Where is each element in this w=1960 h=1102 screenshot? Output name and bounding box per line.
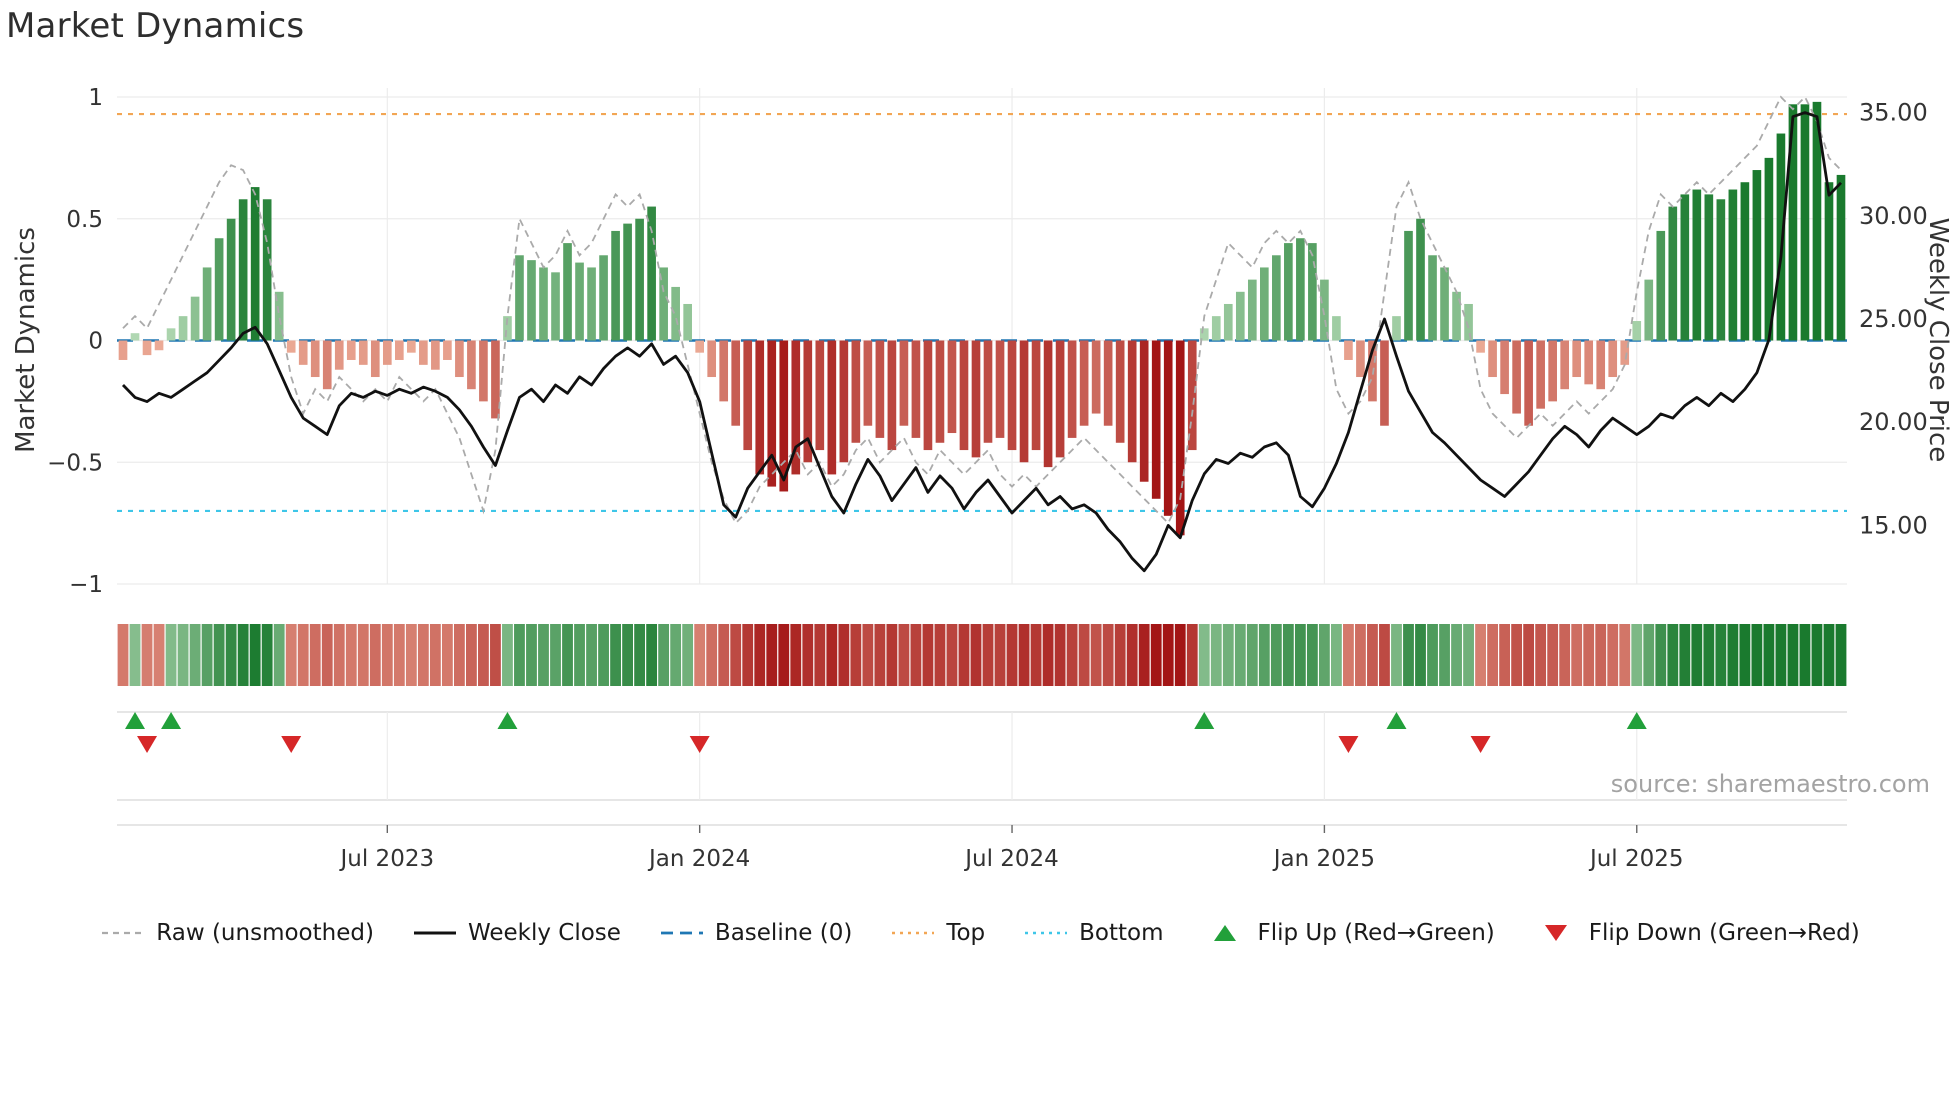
top-legend-icon	[892, 931, 935, 935]
weekly-close-legend-icon	[413, 931, 456, 935]
baseline-legend-icon	[660, 931, 703, 935]
flip-down-marker	[1470, 736, 1491, 753]
flip-up-marker	[1626, 712, 1647, 729]
legend-item-weekly-close: Weekly Close	[412, 920, 621, 946]
legend-item-flip-down: Flip Down (Green→Red)	[1533, 920, 1860, 946]
oscillator-bars	[118, 101, 1846, 536]
svg-text:15.00: 15.00	[1859, 511, 1928, 539]
legend-label: Top	[946, 920, 986, 946]
legend-label: Flip Up (Red→Green)	[1257, 920, 1495, 946]
svg-text:Jul 2024: Jul 2024	[963, 846, 1059, 872]
legend-item-bottom: Bottom	[1023, 920, 1164, 946]
flip-up-marker	[497, 712, 518, 729]
threshold-lines	[117, 112, 1847, 513]
svg-text:20.00: 20.00	[1859, 408, 1928, 436]
flip-up-legend-icon	[1213, 925, 1236, 941]
svg-text:−1: −1	[69, 572, 103, 598]
axis-tick-labels: 1 0.5 0 −0.5 −1 35.00 30.00 25.00 20.00 15.00 Jul …	[47, 85, 1928, 872]
flip-down-marker	[689, 736, 710, 753]
flip-down-marker	[281, 736, 302, 753]
heatmap-strip	[117, 624, 1847, 686]
svg-text:Jan 2024: Jan 2024	[647, 846, 750, 872]
legend-label: Flip Down (Green→Red)	[1588, 920, 1860, 946]
legend-label: Weekly Close	[467, 920, 621, 946]
flip-up-marker	[1386, 712, 1407, 729]
gridlines	[117, 88, 1847, 585]
legend-label: Raw (unsmoothed)	[156, 920, 374, 946]
svg-text:−0.5: −0.5	[47, 450, 103, 476]
svg-text:25.00: 25.00	[1859, 305, 1928, 333]
market-dynamics-chart: 1 0.5 0 −0.5 −1 35.00 30.00 25.00 20.00 15.00 Jul …	[47, 85, 1928, 872]
flip-up-marker	[1194, 712, 1215, 729]
flip-up-marker	[161, 712, 182, 729]
bottom-legend-icon	[1025, 931, 1068, 935]
svg-text:0.5: 0.5	[66, 207, 103, 233]
svg-text:Jul 2023: Jul 2023	[339, 846, 435, 872]
svg-text:35.00: 35.00	[1859, 99, 1928, 127]
svg-text:Jan 2025: Jan 2025	[1272, 846, 1375, 872]
legend-item-flip-up: Flip Up (Red→Green)	[1202, 920, 1495, 946]
legend-label: Baseline (0)	[714, 920, 853, 946]
flip-markers	[125, 712, 1647, 753]
legend-item-raw: Raw (unsmoothed)	[100, 920, 374, 946]
legend: Raw (unsmoothed) Weekly Close Baseline (0)…	[0, 920, 1960, 946]
flip-marker-panel	[117, 711, 1847, 833]
source-attribution: source: sharemaestro.com	[1610, 770, 1930, 798]
page-title: Market Dynamics	[6, 6, 305, 46]
flip-up-marker	[125, 712, 146, 729]
flip-down-legend-icon	[1544, 925, 1567, 941]
flip-down-marker	[137, 736, 158, 753]
legend-item-top: Top	[890, 920, 985, 946]
svg-text:Jul 2025: Jul 2025	[1588, 846, 1684, 872]
weekly-close-line	[121, 111, 1843, 573]
svg-text:30.00: 30.00	[1859, 202, 1928, 230]
svg-text:0: 0	[88, 329, 103, 355]
raw-line	[122, 95, 1842, 525]
legend-item-baseline: Baseline (0)	[659, 920, 852, 946]
svg-text:1: 1	[88, 85, 103, 111]
raw-legend-icon	[102, 931, 145, 935]
legend-label: Bottom	[1079, 920, 1164, 946]
flip-down-marker	[1338, 736, 1359, 753]
